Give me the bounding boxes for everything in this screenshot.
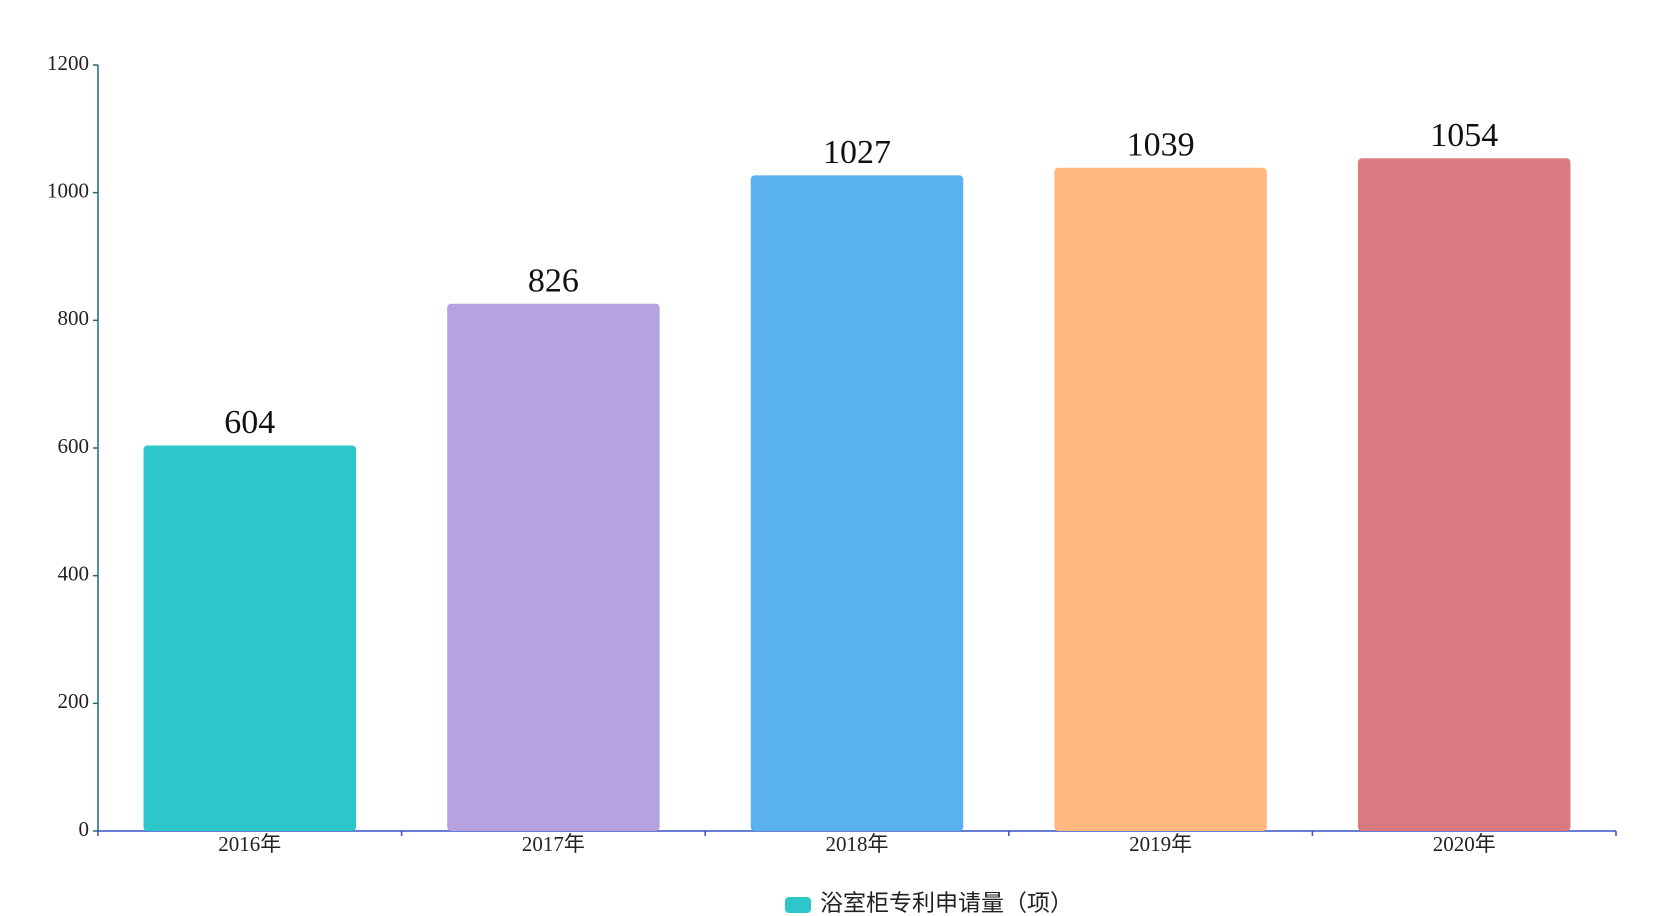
y-tick-label: 1200	[47, 51, 89, 75]
legend-label: 浴室柜专利申请量（项）	[820, 890, 1073, 915]
bar	[447, 303, 660, 831]
bar	[1054, 167, 1267, 831]
value-label: 604	[224, 404, 275, 441]
x-tick-label: 2016年	[218, 832, 281, 856]
value-label: 1054	[1430, 117, 1498, 154]
x-tick-label: 2020年	[1433, 832, 1496, 856]
value-label: 826	[528, 263, 579, 300]
y-tick-label: 0	[79, 817, 90, 841]
y-tick-label: 200	[58, 689, 90, 713]
x-tick-label: 2018年	[826, 832, 889, 856]
bar	[143, 445, 357, 831]
y-tick-label: 400	[58, 561, 90, 585]
value-label: 1027	[823, 134, 891, 171]
legend-swatch	[785, 897, 811, 913]
y-tick-label: 1000	[47, 178, 89, 202]
bar	[1357, 158, 1571, 832]
bar	[750, 175, 964, 832]
x-tick-label: 2019年	[1129, 832, 1192, 856]
y-tick-label: 600	[58, 434, 90, 458]
y-tick-label: 800	[58, 306, 90, 330]
value-label: 1039	[1127, 127, 1195, 164]
x-tick-label: 2017年	[522, 832, 585, 856]
